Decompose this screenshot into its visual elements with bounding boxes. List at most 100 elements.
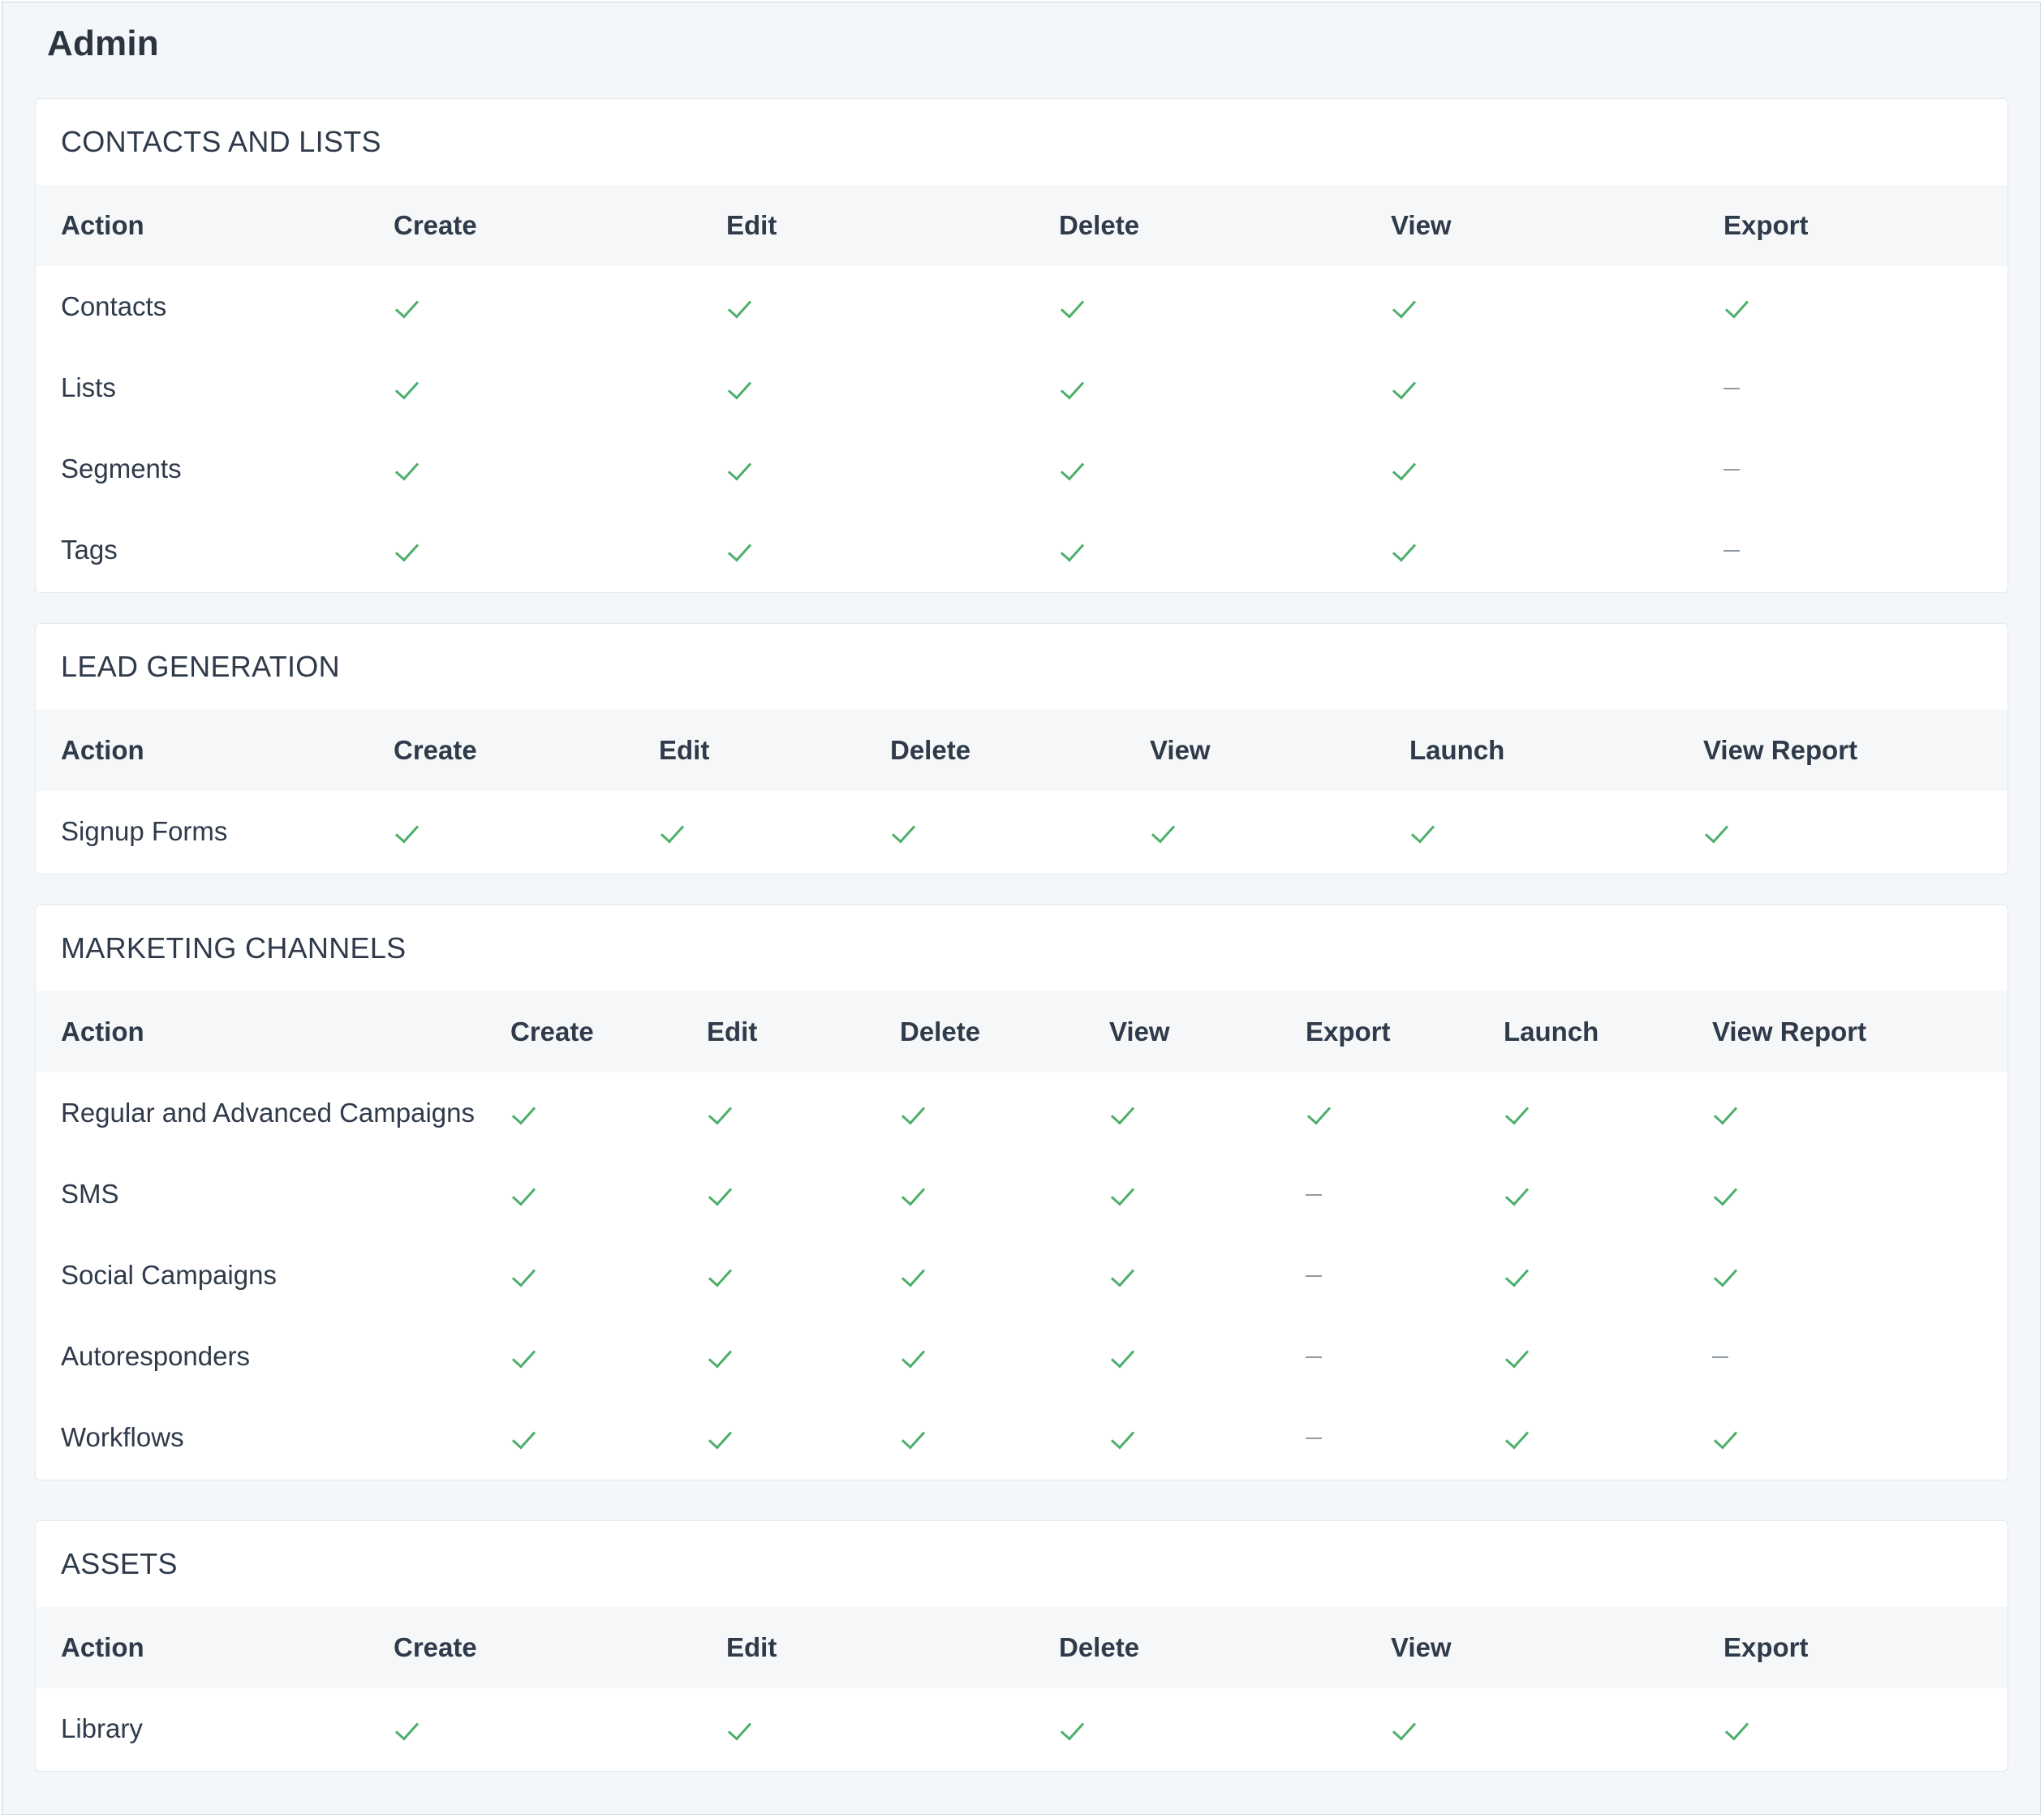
permission-cell-create xyxy=(394,428,421,509)
table-row: Contacts xyxy=(36,266,2007,347)
permission-cell-launch xyxy=(1504,1235,1531,1316)
table-row: Signup Forms xyxy=(36,791,2007,872)
permission-cell-view xyxy=(1391,266,1418,347)
row-label: Segments xyxy=(61,453,182,484)
column-header-view-report: View Report xyxy=(1703,735,1858,765)
permission-cell-create xyxy=(394,509,421,591)
permission-cell-view xyxy=(1391,428,1418,509)
check-icon xyxy=(394,509,421,591)
check-icon xyxy=(1723,1688,1751,1769)
permission-cell-edit xyxy=(726,428,754,509)
check-icon xyxy=(890,791,918,872)
table-row: Regular and Advanced Campaigns xyxy=(36,1072,2007,1154)
check-icon xyxy=(1391,509,1418,591)
permission-cell-delete xyxy=(1059,428,1087,509)
section-footer-spacer xyxy=(36,1769,2007,1771)
permission-cell-view-report xyxy=(1703,791,1731,872)
section-lead-generation: LEAD GENERATION Action Create Edit Delete Vie… xyxy=(35,623,2008,875)
check-icon xyxy=(1391,347,1418,428)
column-header-delete: Delete xyxy=(900,1016,981,1047)
permission-cell-view-report xyxy=(1712,1072,1740,1154)
check-icon xyxy=(1409,791,1437,872)
check-icon xyxy=(394,1688,421,1769)
permission-cell-create xyxy=(394,347,421,428)
check-icon xyxy=(1150,791,1177,872)
permission-cell-view xyxy=(1109,1397,1137,1478)
column-header-export: Export xyxy=(1723,210,1809,240)
permission-cell-delete xyxy=(900,1316,927,1397)
dash-icon xyxy=(1712,1316,1730,1397)
column-header-view: View xyxy=(1391,210,1452,240)
check-icon xyxy=(1306,1072,1333,1154)
check-icon xyxy=(1059,347,1087,428)
row-label: Social Campaigns xyxy=(61,1260,277,1290)
permission-cell-edit xyxy=(726,1688,754,1769)
check-icon xyxy=(1712,1235,1740,1316)
row-label: Lists xyxy=(61,372,116,402)
column-header-action: Action xyxy=(61,210,144,240)
check-icon xyxy=(1712,1154,1740,1235)
permission-cell-edit xyxy=(726,266,754,347)
table-row: Library xyxy=(36,1688,2007,1769)
check-icon xyxy=(1059,428,1087,509)
permission-cell-export xyxy=(1306,1316,1323,1397)
table-header-row: Action Create Edit Delete View Launch View Rep… xyxy=(36,710,2007,791)
check-icon xyxy=(1059,509,1087,591)
permission-cell-view xyxy=(1391,1688,1418,1769)
section-marketing-channels: MARKETING CHANNELS Action Create Edit Delete… xyxy=(35,905,2008,1481)
page-title: Admin xyxy=(47,24,159,63)
column-header-view: View xyxy=(1109,1016,1170,1047)
check-icon xyxy=(1391,428,1418,509)
check-icon xyxy=(510,1235,538,1316)
permission-cell-edit xyxy=(707,1397,734,1478)
permission-cell-create xyxy=(510,1316,538,1397)
permission-cell-delete xyxy=(1059,509,1087,591)
column-header-delete: Delete xyxy=(890,735,971,765)
check-icon xyxy=(1504,1397,1531,1478)
row-label: Signup Forms xyxy=(61,816,228,846)
section-title: MARKETING CHANNELS xyxy=(61,931,407,965)
row-label: Tags xyxy=(61,535,118,565)
permission-cell-create xyxy=(394,1688,421,1769)
column-header-launch: Launch xyxy=(1504,1016,1599,1047)
permission-cell-export xyxy=(1306,1154,1323,1235)
check-icon xyxy=(1391,266,1418,347)
row-label: Regular and Advanced Campaigns xyxy=(61,1098,475,1128)
column-header-view: View xyxy=(1391,1632,1452,1662)
column-header-delete: Delete xyxy=(1059,1632,1140,1662)
permission-cell-export xyxy=(1306,1235,1323,1316)
check-icon xyxy=(707,1072,734,1154)
column-header-edit: Edit xyxy=(707,1016,758,1047)
check-icon xyxy=(1109,1316,1137,1397)
permission-cell-edit xyxy=(659,791,686,872)
dash-icon xyxy=(1306,1235,1323,1316)
section-title: LEAD GENERATION xyxy=(61,650,340,683)
check-icon xyxy=(726,347,754,428)
permission-cell-create xyxy=(510,1154,538,1235)
permission-cell-delete xyxy=(1059,266,1087,347)
column-header-export: Export xyxy=(1723,1632,1809,1662)
row-label: SMS xyxy=(61,1179,119,1209)
permission-cell-delete xyxy=(1059,347,1087,428)
check-icon xyxy=(726,1688,754,1769)
row-label: Contacts xyxy=(61,291,167,321)
check-icon xyxy=(1109,1154,1137,1235)
dash-icon xyxy=(1306,1397,1323,1478)
permission-cell-delete xyxy=(900,1235,927,1316)
check-icon xyxy=(900,1235,927,1316)
permission-cell-export xyxy=(1723,266,1751,347)
section-title: CONTACTS AND LISTS xyxy=(61,125,381,158)
permission-cell-delete xyxy=(890,791,918,872)
permission-cell-view xyxy=(1109,1072,1137,1154)
section-footer-spacer xyxy=(36,591,2007,592)
check-icon xyxy=(510,1397,538,1478)
check-icon xyxy=(1109,1397,1137,1478)
permission-cell-edit xyxy=(707,1154,734,1235)
permission-cell-view xyxy=(1109,1235,1137,1316)
column-header-view: View xyxy=(1150,735,1211,765)
permission-cell-launch xyxy=(1409,791,1437,872)
check-icon xyxy=(659,791,686,872)
check-icon xyxy=(1109,1235,1137,1316)
check-icon xyxy=(1703,791,1731,872)
table-row: Workflows xyxy=(36,1397,2007,1478)
